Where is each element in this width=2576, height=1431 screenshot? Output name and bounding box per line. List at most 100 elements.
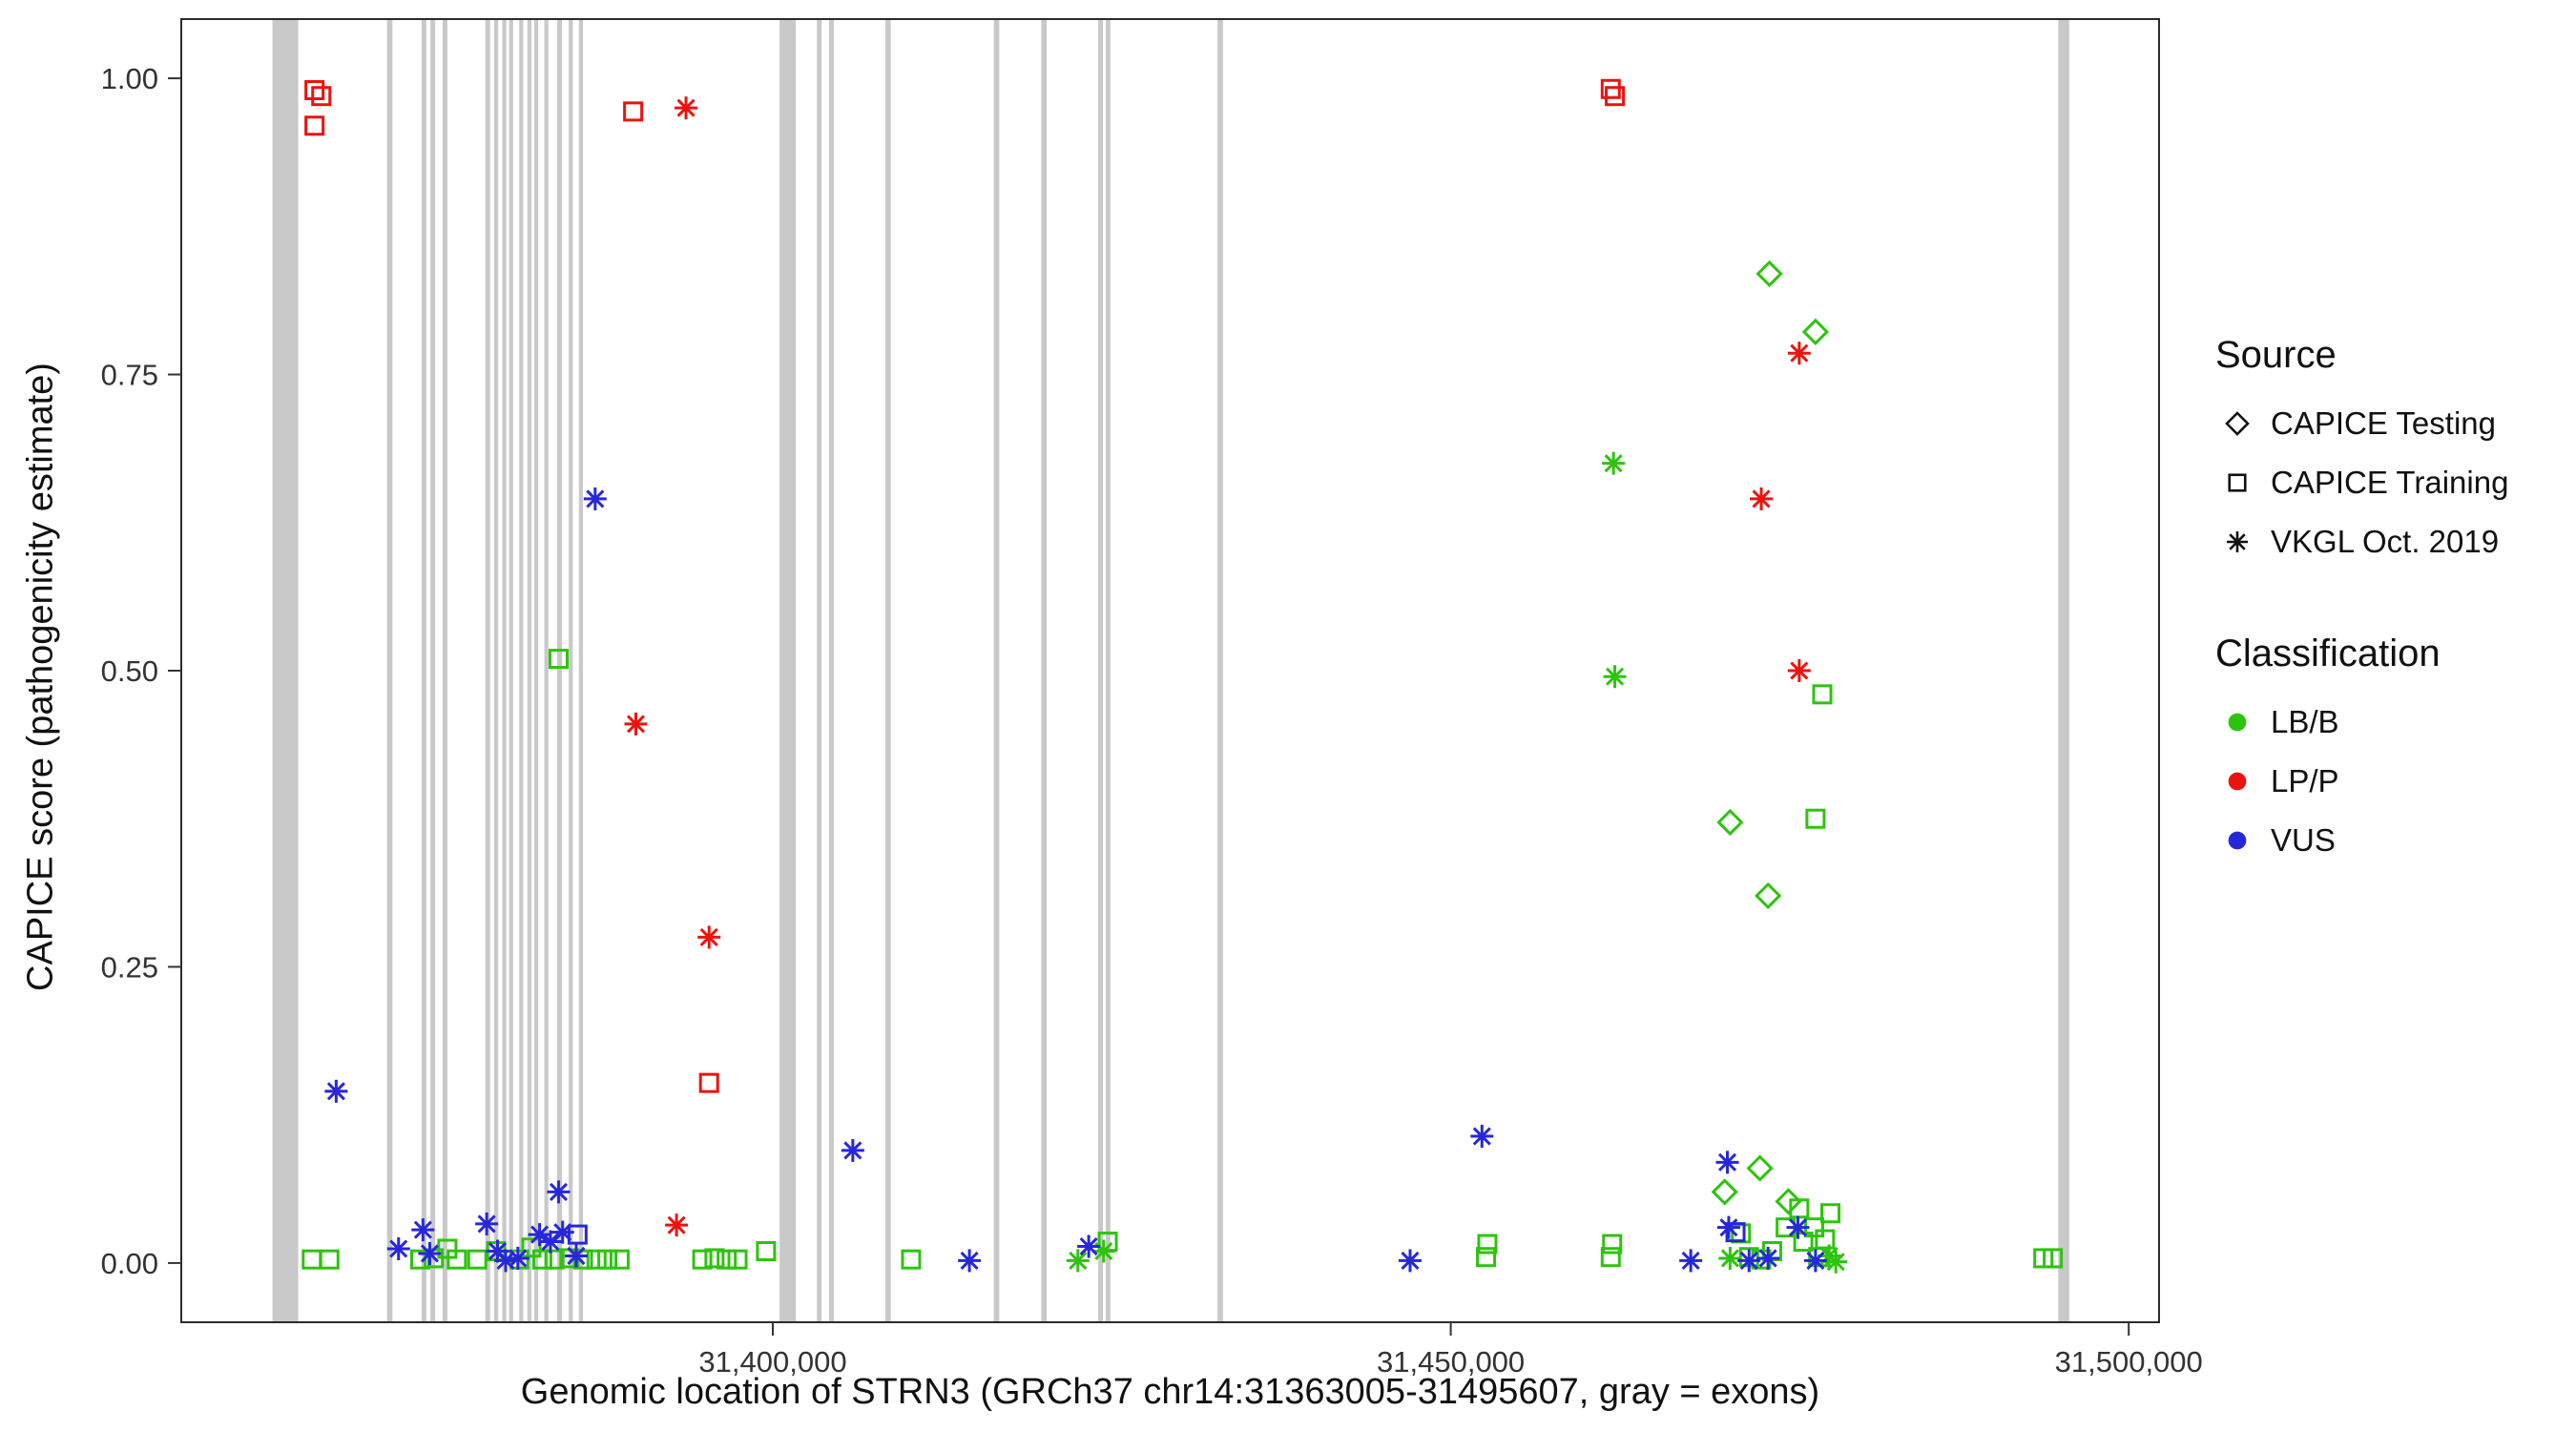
data-point xyxy=(697,925,721,949)
data-point xyxy=(1746,1154,1774,1182)
exon-bar xyxy=(884,19,891,1322)
x-tick-label: 31,500,000 xyxy=(2055,1345,2203,1379)
exon-bar xyxy=(527,19,532,1322)
data-point xyxy=(1066,1249,1090,1273)
exon-bar xyxy=(442,19,447,1322)
x-tick-label: 31,400,000 xyxy=(698,1345,846,1379)
data-point xyxy=(467,1249,488,1270)
data-point xyxy=(551,1220,574,1244)
data-point xyxy=(1602,1234,1623,1255)
data-point xyxy=(304,80,325,101)
data-point xyxy=(665,1213,689,1237)
data-point xyxy=(2043,1248,2064,1269)
y-axis-title: CAPICE score (pathogenicity estimate) xyxy=(20,363,61,991)
data-point xyxy=(1718,1246,1742,1270)
exon-bar xyxy=(557,19,563,1322)
legend-source-label: VKGL Oct. 2019 xyxy=(2271,524,2500,559)
data-point xyxy=(301,1249,322,1270)
y-tick-label: 0.25 xyxy=(101,950,158,984)
data-point xyxy=(958,1249,982,1273)
data-point xyxy=(1755,259,1783,288)
y-tick-label: 0.00 xyxy=(101,1247,158,1280)
data-point xyxy=(1679,1249,1703,1273)
data-point xyxy=(1815,1229,1836,1250)
square-icon xyxy=(2228,473,2247,492)
legend-source-item: VKGL Oct. 2019 xyxy=(2215,520,2568,564)
data-point xyxy=(624,712,648,736)
data-point xyxy=(1716,808,1744,837)
exon-bar xyxy=(509,19,513,1322)
data-point xyxy=(586,1249,607,1270)
legend-classification-key xyxy=(2215,759,2259,803)
legend-source-key xyxy=(2215,520,2259,564)
circle-icon xyxy=(2228,831,2247,850)
x-axis-title: Genomic location of STRN3 (GRCh37 chr14:… xyxy=(520,1372,1820,1412)
exon-bar xyxy=(519,19,524,1322)
data-point xyxy=(1805,808,1826,829)
data-point xyxy=(901,1249,922,1270)
data-point xyxy=(547,1180,571,1204)
legend-source-items: CAPICE Testing CAPICE Training VKGL Oct. 2… xyxy=(2215,402,2568,564)
exon-bar xyxy=(272,19,299,1322)
data-point xyxy=(1787,659,1811,682)
exon-bar xyxy=(386,19,393,1322)
exon-bar xyxy=(430,19,436,1322)
data-point xyxy=(1470,1125,1494,1149)
data-point xyxy=(1715,1151,1739,1174)
asterisk-icon xyxy=(2227,531,2248,552)
data-point xyxy=(1725,1222,1746,1243)
exon-bar xyxy=(485,19,490,1322)
exon-bar xyxy=(533,19,539,1322)
data-point xyxy=(1801,318,1830,345)
data-point xyxy=(386,1237,410,1261)
data-point xyxy=(1605,86,1626,107)
data-point xyxy=(447,1249,467,1270)
data-point xyxy=(597,1249,618,1270)
panel-border xyxy=(180,18,2160,1323)
data-point xyxy=(319,1249,340,1270)
exon-bar xyxy=(1041,19,1048,1322)
exon-bar xyxy=(578,19,584,1322)
data-point xyxy=(841,1138,864,1162)
data-point xyxy=(1812,684,1833,705)
data-point xyxy=(717,1249,737,1270)
legend-classification-block: Classification LB/B LP/P VUS xyxy=(2215,633,2568,862)
data-point xyxy=(531,1249,552,1270)
exon-bar xyxy=(569,19,573,1322)
data-point xyxy=(1737,1249,1761,1273)
data-point xyxy=(704,1248,725,1269)
legend-source-key xyxy=(2215,402,2259,446)
legend-classification-item: VUS xyxy=(2215,819,2568,862)
data-point xyxy=(1600,1247,1621,1268)
data-point xyxy=(311,86,332,107)
data-point xyxy=(1398,1249,1422,1273)
data-point xyxy=(1477,1234,1498,1255)
exon-bar xyxy=(1105,19,1111,1322)
data-point xyxy=(1716,1215,1740,1239)
data-point xyxy=(1761,1240,1782,1261)
legend-classification-item: LB/B xyxy=(2215,700,2568,744)
data-point xyxy=(756,1240,777,1261)
data-point xyxy=(1476,1247,1497,1268)
data-point xyxy=(583,487,607,510)
legend-classification-label: VUS xyxy=(2271,822,2336,858)
data-point xyxy=(544,1249,565,1270)
legend-source-key xyxy=(2215,461,2259,505)
legend-source-item: CAPICE Training xyxy=(2215,461,2568,505)
legend-source-label: CAPICE Training xyxy=(2271,465,2509,500)
data-point xyxy=(1820,1203,1841,1224)
data-point xyxy=(675,96,698,120)
diamond-icon xyxy=(2225,411,2250,436)
data-point xyxy=(698,1072,719,1093)
data-point xyxy=(1711,1178,1738,1206)
data-point xyxy=(506,1246,530,1270)
exon-bar xyxy=(2058,19,2069,1322)
legend-source-title: Source xyxy=(2215,334,2337,376)
data-point xyxy=(521,1237,542,1258)
data-point xyxy=(1077,1234,1101,1258)
exon-bar xyxy=(544,19,549,1322)
exon-bar xyxy=(421,19,426,1322)
data-point xyxy=(609,1249,630,1270)
